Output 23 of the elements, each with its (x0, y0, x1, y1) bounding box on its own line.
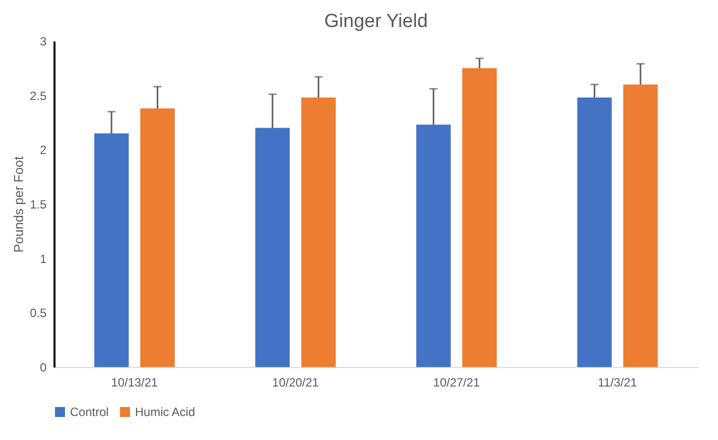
bar (301, 98, 336, 367)
y-tick-label: 0 (40, 360, 47, 374)
y-tick-label: 2 (40, 143, 47, 158)
y-axis-title: Pounds per Foot (10, 156, 26, 253)
y-tick-label: 2.5 (30, 88, 47, 103)
legend-label: Control (70, 405, 109, 419)
y-tick-label: 1 (40, 252, 47, 266)
bar (255, 128, 290, 367)
x-tick-label: 10/27/21 (433, 376, 480, 390)
x-tick-label: 11/3/21 (598, 376, 638, 390)
y-tick-label: 0.5 (30, 306, 47, 320)
bar (416, 124, 451, 367)
bar (140, 108, 175, 367)
y-tick-label: 3 (40, 34, 47, 48)
bar (623, 84, 658, 367)
bar (577, 98, 612, 367)
x-tick-label: 10/13/21 (111, 376, 158, 390)
x-tick-label: 10/20/21 (272, 376, 320, 390)
y-tick-label: 1.5 (30, 198, 47, 212)
bar (94, 133, 129, 367)
legend-label: Humic Acid (135, 405, 196, 419)
bar (462, 68, 497, 367)
chart-title: Ginger Yield (324, 11, 428, 32)
